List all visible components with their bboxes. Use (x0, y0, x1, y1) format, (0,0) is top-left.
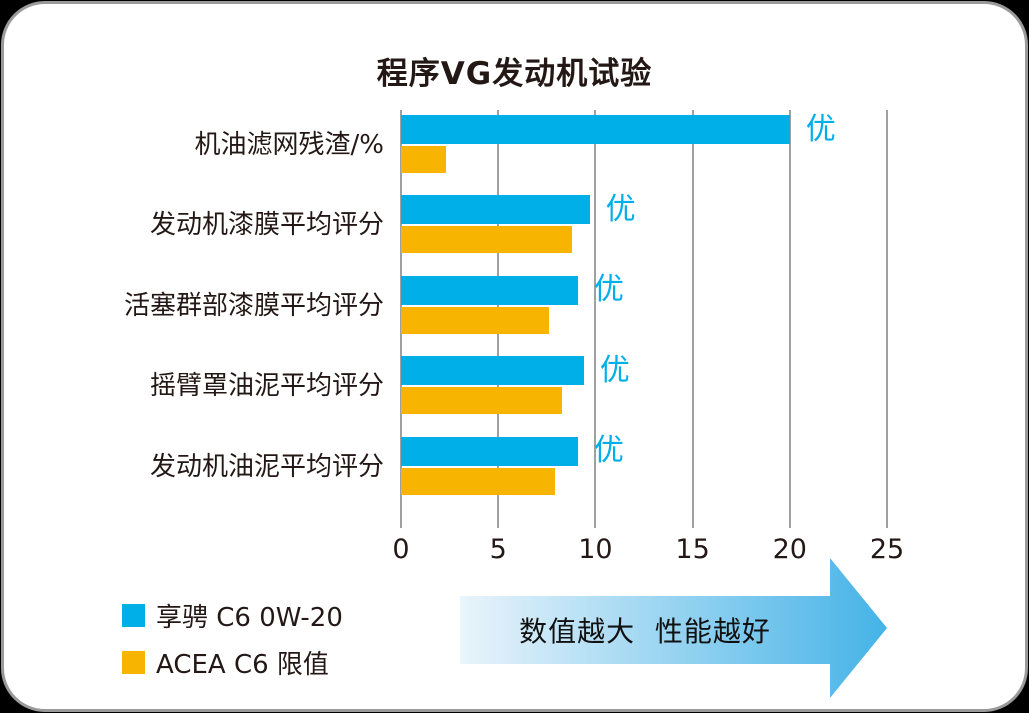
bar-series0-row1 (401, 195, 590, 225)
x-axis-tick (788, 512, 791, 528)
x-axis-tick-label: 25 (869, 534, 905, 565)
bar-series0-row2 (401, 275, 578, 305)
arrow-annotation-text: 数值越大 性能越好 (519, 615, 771, 648)
bar-series1-row2 (401, 306, 549, 334)
excellent-annotation: 优 (593, 433, 624, 469)
excellent-annotation: 优 (599, 352, 630, 388)
legend: 享骋 C6 0W-20 ACEA C6 限值 (122, 592, 343, 686)
category-label: 活塞群部漆膜平均评分 (123, 290, 384, 321)
bar-series1-row4 (401, 467, 555, 495)
x-axis-tick-label: 20 (772, 534, 807, 565)
x-axis-tick (497, 512, 500, 528)
x-axis-tick (691, 512, 694, 528)
bar-series1-row0 (401, 146, 446, 173)
gridline (788, 110, 791, 512)
x-axis-tick-label: 15 (675, 534, 710, 565)
gridline (691, 110, 694, 512)
legend-label: ACEA C6 限值 (156, 650, 329, 680)
bar-series1-row1 (401, 226, 573, 254)
gridline (886, 110, 888, 512)
category-label: 发动机油泥平均评分 (149, 451, 384, 482)
category-label: 摇臂罩油泥平均评分 (149, 371, 384, 402)
legend-label: 享骋 C6 0W-20 (156, 603, 343, 633)
category-label: 机油滤网残渣/% (194, 130, 384, 160)
plot-area: 0 5 10 15 20 25 优优优优优 (392, 110, 904, 563)
annotation-arrow: 数值越大 性能越好 (452, 550, 892, 706)
legend-item-0: 享骋 C6 0W-20 (122, 592, 343, 639)
arrow-shape-icon (460, 558, 887, 698)
x-axis-tick (594, 512, 597, 528)
x-axis-tick (400, 512, 402, 528)
excellent-annotation: 优 (605, 191, 636, 227)
bar-series0-row3 (401, 356, 584, 386)
bar-series1-row3 (401, 387, 563, 415)
legend-item-1: ACEA C6 限值 (122, 639, 343, 686)
x-axis-tick-label: 10 (578, 534, 613, 565)
bar-series0-row0 (401, 115, 790, 144)
excellent-annotation: 优 (805, 111, 836, 147)
legend-swatch-icon (122, 651, 145, 674)
chart-title: 程序VG发动机试验 (376, 56, 653, 92)
x-axis-tick-label: 0 (392, 534, 410, 565)
category-label: 发动机漆膜平均评分 (149, 210, 384, 241)
excellent-annotation: 优 (593, 272, 624, 308)
x-axis-tick-label: 5 (489, 534, 507, 565)
legend-swatch-icon (122, 604, 145, 627)
bar-series0-row4 (401, 436, 578, 466)
x-axis-tick (886, 512, 888, 528)
gridline (594, 110, 597, 512)
